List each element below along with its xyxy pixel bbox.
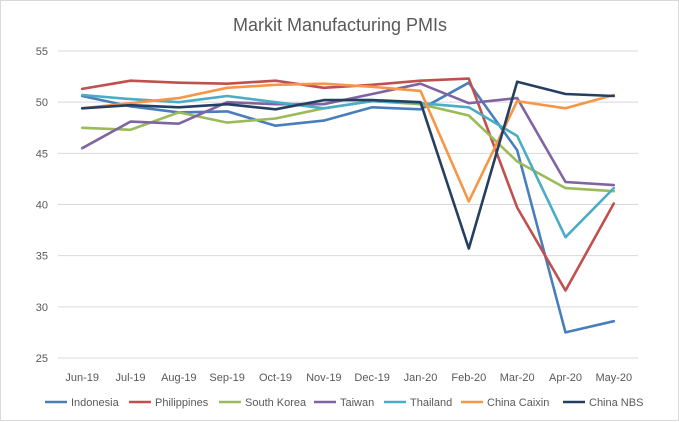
y-tick-label: 25 [36,353,48,365]
x-tick-label: May-20 [595,372,632,384]
legend-label-philippines: Philippines [155,397,209,409]
x-tick-label: Feb-20 [451,372,486,384]
x-tick-label: Oct-19 [259,372,292,384]
series-lines [80,77,616,334]
y-tick-label: 40 [36,200,48,212]
y-axis-ticks: 25 30 35 40 45 50 55 [36,46,48,365]
series-line-indonesia [80,81,616,334]
y-tick-label: 50 [36,97,48,109]
y-tick-label: 45 [36,148,48,160]
legend-label-thailand: Thailand [410,397,452,409]
x-tick-label: Nov-19 [306,372,341,384]
x-tick-label: Apr-20 [549,372,582,384]
chart-title: Markit Manufacturing PMIs [233,15,447,35]
legend: Indonesia Philippines South Korea Taiwan Tha… [45,397,643,409]
x-tick-label: Jan-20 [404,372,438,384]
x-axis-ticks: Jun-19 Jul-19 Aug-19 Sep-19 Oct-19 Nov-19 Dec-… [65,372,632,384]
series-line-thailand [80,93,616,239]
y-tick-label: 55 [36,46,48,58]
x-tick-label: Mar-20 [500,372,535,384]
x-tick-label: Sep-19 [209,372,244,384]
legend-label-china-caixin: China Caixin [487,397,549,409]
legend-label-taiwan: Taiwan [340,397,374,409]
x-tick-label: Dec-19 [354,372,389,384]
legend-label-china-nbs: China NBS [589,397,643,409]
legend-label-indonesia: Indonesia [71,397,120,409]
x-tick-label: Jul-19 [116,372,146,384]
series-line-china-caixin [80,82,616,203]
y-tick-label: 30 [36,302,48,314]
gridlines [58,50,638,359]
x-tick-label: Jun-19 [65,372,99,384]
series-line-china-nbs [80,80,616,250]
x-tick-label: Aug-19 [161,372,196,384]
legend-label-south-korea: South Korea [245,397,307,409]
y-tick-label: 35 [36,251,48,263]
